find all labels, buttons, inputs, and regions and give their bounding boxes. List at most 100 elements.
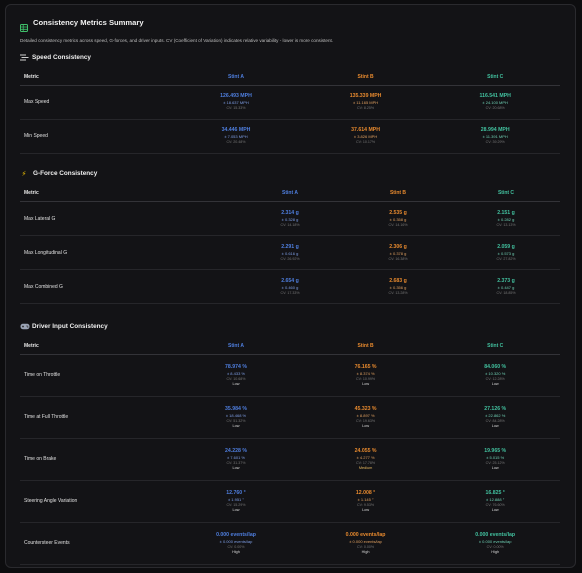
metric-std-dev: ± 0.460 g: [281, 284, 299, 290]
metric-cv: CV: 14.18%: [280, 222, 300, 227]
metric-cv: CV: 26.92%: [280, 256, 300, 261]
metric-label: Steering Angle Variation: [20, 480, 172, 523]
stint-c-cell: 0.000 events/lap ± 0.000 events/lap CV: …: [430, 522, 560, 565]
metric-cv: CV: 15.29%: [226, 502, 246, 507]
stint-b-cell: 24.055 % ± 4.277 % CV: 17.78% Medium: [300, 438, 431, 481]
stint-a-cell: 2.291 g ± 0.616 g CV: 26.92%: [236, 235, 344, 270]
table-row: Max Combined G 2.654 g ± 0.460 g CV: 17.…: [20, 269, 560, 304]
metric-value: 2.059 g: [497, 243, 515, 250]
metric-cv: CV: 18.85%: [496, 290, 516, 295]
table-row: Min Speed 34.446 MPH ± 7.053 MPH CV: 20.…: [20, 119, 560, 154]
consistency-rating: Low: [491, 465, 499, 470]
stint-c-cell: 116.541 MPH ± 24.100 MPH CV: 20.68%: [430, 85, 560, 120]
stint-b-cell: 135.339 MPH ± 11.165 MPH CV: 8.25%: [300, 85, 431, 120]
table-row: Max Lateral G 2.314 g ± 0.328 g CV: 14.1…: [20, 201, 560, 236]
consistency-rating: Low: [491, 423, 499, 428]
consistency-rating: Medium: [358, 465, 373, 470]
gforce-col-header-0: Metric: [20, 185, 236, 202]
metric-std-dev: ± 8.374 %: [356, 370, 375, 376]
metric-label: Min Speed: [20, 119, 172, 154]
table-row: Max Longitudinal G 2.291 g ± 0.616 g CV:…: [20, 235, 560, 270]
stint-a-cell: 2.654 g ± 0.460 g CV: 17.33%: [236, 269, 344, 304]
metric-cv: CV: 17.33%: [280, 290, 300, 295]
metric-std-dev: ± 22.862 %: [485, 412, 506, 418]
stint-b-cell: 2.306 g ± 0.378 g CV: 16.38%: [344, 235, 452, 270]
metric-value: 116.541 MPH: [479, 93, 511, 99]
metric-value: 45.323 %: [354, 405, 377, 412]
metric-value: 0.000 events/lap: [475, 531, 516, 538]
metric-value: 2.306 g: [389, 243, 407, 250]
metric-std-dev: ± 0.282 g: [497, 216, 515, 222]
metric-value: 135.339 MPH: [349, 93, 382, 99]
speed-lines-icon: [20, 54, 29, 61]
driver-section-title: Driver Input Consistency: [20, 320, 563, 332]
consistency-rating: Low: [232, 381, 240, 386]
metric-cv: CV: 10.99%: [356, 376, 376, 381]
consistency-rating: Low: [362, 381, 370, 386]
driver-col-header-0: Metric: [20, 338, 172, 355]
consistency-rating: Low: [362, 423, 370, 428]
metric-cv: CV: 9.53%: [357, 502, 375, 507]
metric-std-dev: ± 1.951 °: [227, 496, 244, 502]
metric-std-dev: ± 0.356 g: [389, 284, 407, 290]
metric-label: Time at Full Throttle: [20, 396, 172, 439]
gforce-table: Metric Stint A Stint B Stint C Max Lateral G…: [20, 185, 560, 304]
stint-a-cell: 34.446 MPH ± 7.053 MPH CV: 20.48%: [171, 119, 301, 154]
metric-std-dev: ± 1.145 °: [357, 496, 374, 502]
metric-std-dev: ± 0.000 events/lap: [349, 538, 382, 544]
metric-cv: CV: 20.68%: [485, 106, 505, 110]
speed-col-header-2: Stint B: [300, 69, 431, 86]
metric-value: 2.291 g: [281, 243, 299, 250]
consistency-rating: Low: [232, 465, 240, 470]
stint-a-cell: 12.760 ° ± 1.951 ° CV: 15.29% Low: [171, 480, 301, 523]
metric-value: 84.060 %: [484, 363, 507, 370]
metric-value: 76.165 %: [354, 363, 377, 370]
metric-value: 2.683 g: [389, 277, 407, 284]
panel-header: Consistency Metrics Summary: [20, 15, 563, 32]
metric-value: 28.994 MPH: [480, 127, 510, 133]
metric-cv: CV: 31.37%: [226, 460, 246, 465]
consistency-summary-panel: Consistency Metrics Summary Detailed con…: [5, 4, 576, 568]
lightning-icon: ⚡: [21, 170, 27, 178]
gforce-section-title: ⚡ G-Force Consistency: [21, 170, 98, 178]
metric-std-dev: ± 8.433 %: [226, 370, 245, 376]
table-row: Steering Angle Variation 12.760 ° ± 1.95…: [20, 480, 560, 523]
metric-cv: CV: 25.12%: [485, 460, 505, 465]
metric-value: 19.965 %: [484, 447, 507, 454]
speed-col-header-3: Stint C: [430, 69, 560, 86]
metric-value: 27.126 %: [484, 405, 507, 412]
metric-cv: CV: 14.16%: [388, 222, 408, 227]
metric-cv: CV: 13.13%: [496, 222, 516, 227]
metric-cv: CV: 10.68%: [226, 376, 246, 381]
consistency-rating: High: [232, 549, 240, 554]
metric-std-dev: ± 0.000 events/lap: [219, 538, 253, 544]
metric-value: 2.314 g: [281, 209, 299, 216]
metric-cv: CV: 12.28%: [485, 376, 505, 381]
stint-a-cell: 24.228 % ± 7.601 % CV: 31.37% Low: [171, 438, 301, 481]
metric-cv: CV: 76.60%: [485, 502, 505, 507]
metric-value: 35.984 %: [225, 405, 247, 412]
metric-std-dev: ± 0.378 g: [389, 250, 407, 256]
metric-label: Max Lateral G: [20, 201, 236, 236]
metric-cv: CV: 0.00%: [227, 544, 245, 549]
metric-std-dev: ± 11.165 MPH: [352, 100, 379, 105]
metric-value: 24.228 %: [225, 447, 247, 454]
speed-table: Metric Stint A Stint B Stint C Max Speed 126…: [20, 69, 560, 154]
metric-cv: CV: 13.28%: [388, 290, 408, 295]
metric-cv: CV: 16.38%: [388, 256, 408, 261]
metric-value: 126.493 MPH: [220, 93, 252, 99]
metric-cv: CV: 10.17%: [356, 140, 376, 144]
stint-b-cell: 37.614 MPH ± 3.826 MPH CV: 10.17%: [300, 119, 431, 154]
stint-a-cell: 126.493 MPH ± 18.637 MPH CV: 15.33%: [171, 85, 301, 120]
consistency-rating: Low: [491, 507, 499, 512]
metric-value: 2.654 g: [281, 277, 299, 284]
speed-col-header-1: Stint A: [171, 69, 301, 86]
metric-label: Countersteer Events: [20, 522, 172, 565]
metric-label: Max Speed: [20, 85, 172, 120]
metric-cv: CV: 17.78%: [356, 460, 376, 465]
stint-c-cell: 2.151 g ± 0.282 g CV: 13.13%: [452, 201, 560, 236]
metric-std-dev: ± 8.897 %: [356, 412, 375, 418]
stint-a-cell: 35.984 % ± 18.468 % CV: 51.32% Low: [171, 396, 301, 439]
metric-cv: CV: 20.48%: [226, 140, 246, 144]
driver-col-header-2: Stint B: [300, 338, 431, 355]
